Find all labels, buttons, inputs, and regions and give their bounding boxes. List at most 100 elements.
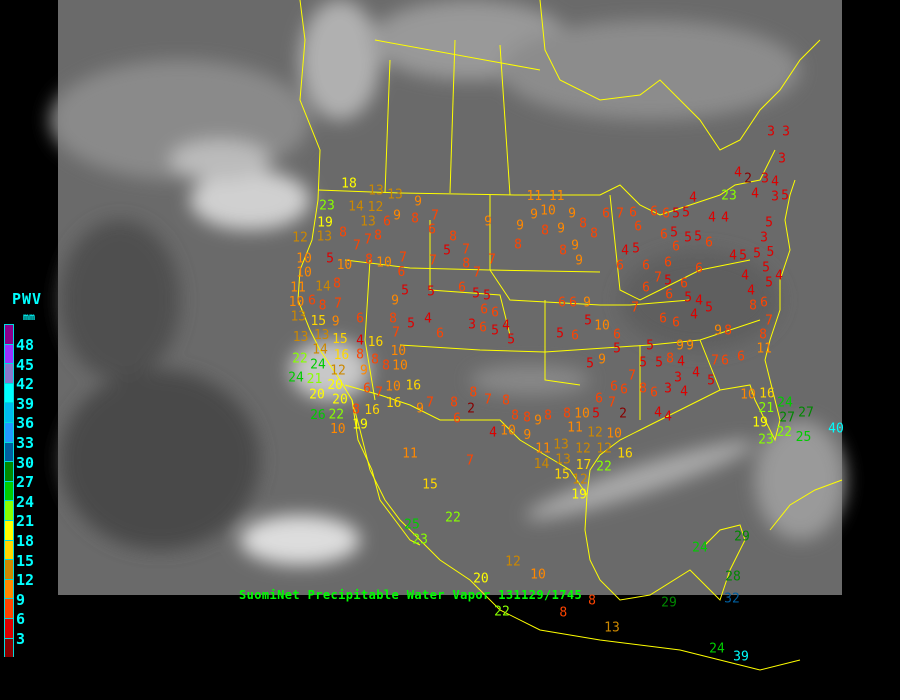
station-pwv-label: 5 [632,242,640,257]
station-pwv-label: 9 [568,207,576,222]
station-pwv-label: 9 [391,294,399,309]
station-pwv-label: 13 [604,621,620,636]
station-pwv-label: 12 [292,231,308,246]
station-pwv-label: 20 [473,571,489,586]
station-pwv-label: 8 [333,277,341,292]
station-pwv-label: 4 [689,191,697,206]
station-pwv-label: 12 [505,555,521,570]
station-pwv-label: 20 [332,393,348,408]
station-pwv-label: 24 [288,371,304,386]
station-pwv-label: 13 [553,438,569,453]
station-pwv-label: 8 [544,409,552,424]
station-pwv-label: 6 [672,240,680,255]
station-pwv-label: 3 [778,152,786,167]
station-pwv-label: 19 [352,418,368,433]
station-pwv-label: 8 [639,382,647,397]
station-pwv-label: 9 [714,324,722,339]
station-pwv-label: 4 [680,385,688,400]
station-pwv-label: 8 [382,359,390,374]
station-pwv-label: 10 [392,359,408,374]
station-pwv-label: 8 [374,229,382,244]
us-canada-border [317,149,776,216]
station-pwv-label: 5 [407,317,415,332]
station-pwv-label: 9 [676,339,684,354]
station-pwv-label: 12 [596,442,612,457]
station-pwv-label: 6 [760,296,768,311]
legend-label: 9 [16,590,26,609]
state-line [489,195,691,306]
legend-label: 18 [16,532,35,550]
station-pwv-label: 11 [526,189,542,204]
station-pwv-label: 12 [587,426,603,441]
station-pwv-label: 7 [334,297,342,312]
station-pwv-label: 14 [348,200,364,215]
station-pwv-label: 6 [664,256,672,271]
station-pwv-label: 6 [705,236,713,251]
station-pwv-label: 7 [426,396,434,411]
political-boundaries [297,0,843,671]
legend-label: 24 [16,492,35,511]
legend-swatch [4,324,14,344]
station-pwv-label: 16 [617,447,633,462]
station-pwv-label: 6 [634,220,642,235]
station-pwv-label: 8 [339,226,347,241]
station-pwv-label: 5 [491,324,499,339]
station-pwv-label: 12 [368,200,384,215]
station-pwv-label: 4 [751,187,759,202]
station-pwv-label: 20 [327,378,343,393]
station-pwv-label: 8 [514,238,522,253]
station-pwv-label: 10 [289,295,305,310]
station-pwv-label: 7 [628,369,636,384]
station-pwv-label: 8 [523,411,531,426]
station-pwv-label: 5 [443,244,451,259]
state-line [399,319,761,353]
station-pwv-label: 11 [402,447,418,462]
station-pwv-label: 6 [491,306,499,321]
legend-swatch [4,519,14,540]
station-pwv-label: 4 [654,406,662,421]
station-pwv-label: 13 [387,188,403,203]
station-pwv-label: 8 [559,244,567,259]
station-pwv-label: 4 [721,211,729,226]
station-pwv-label: 11 [535,442,551,457]
station-pwv-label: 4 [775,269,783,284]
station-pwv-label: 2 [744,172,752,187]
station-pwv-label: 4 [741,269,749,284]
station-pwv-label: 8 [352,403,360,418]
legend-swatch [4,461,14,481]
station-pwv-label: 11 [567,421,583,436]
station-pwv-label: 5 [694,230,702,245]
station-pwv-label: 5 [472,287,480,302]
canada-province-line [499,44,511,196]
station-pwv-label: 19 [752,416,768,431]
station-pwv-label: 5 [483,289,491,304]
station-pwv-label: 7 [431,209,439,224]
station-pwv-label: 5 [646,339,654,354]
station-pwv-label: 12 [575,442,591,457]
legend-swatch [4,363,14,383]
station-pwv-label: 8 [666,352,674,367]
station-pwv-label: 9 [534,414,542,429]
station-pwv-label: 32 [724,592,740,607]
station-pwv-label: 6 [571,329,579,344]
station-pwv-label: 9 [360,364,368,379]
station-pwv-label: 9 [571,239,579,254]
station-pwv-label: 6 [363,382,371,397]
station-pwv-label: 6 [650,386,658,401]
state-line [429,220,511,336]
station-pwv-label: 4 [695,294,703,309]
station-pwv-label: 6 [613,328,621,343]
station-pwv-label: 8 [502,394,510,409]
station-pwv-label: 5 [682,206,690,221]
color-scale-bar [4,324,14,658]
station-pwv-label: 6 [672,316,680,331]
station-pwv-label: 25 [796,430,812,445]
station-pwv-label: 5 [326,252,334,267]
station-pwv-label: 13 [555,452,571,467]
station-pwv-label: 13 [368,184,384,199]
station-pwv-label: 11 [756,342,772,357]
station-pwv-label: 5 [684,231,692,246]
pacific-coastline [297,0,801,671]
